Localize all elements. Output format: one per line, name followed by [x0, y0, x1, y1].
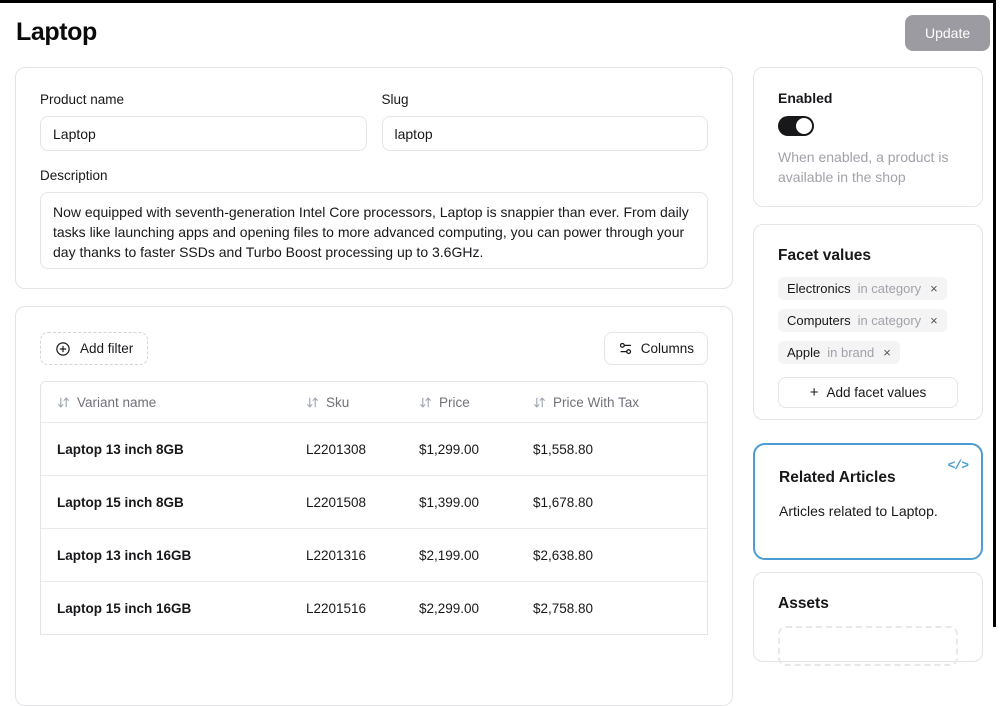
columns-button[interactable]: Columns: [603, 332, 708, 365]
remove-chip-icon[interactable]: ×: [930, 313, 938, 328]
description-label: Description: [40, 168, 108, 183]
sku-cell: L2201308: [306, 441, 367, 457]
variants-card: Add filter Columns Variant name: [15, 306, 733, 706]
assets-card: Assets: [753, 572, 983, 666]
facet-chip: Computers in category ×: [778, 309, 947, 332]
sku-cell: L2201316: [306, 547, 367, 563]
plus-circle-icon: [55, 341, 71, 357]
related-articles-title: Related Articles: [779, 469, 896, 486]
price-with-tax-cell: $2,638.80: [533, 547, 594, 563]
sort-header-price[interactable]: Price: [403, 382, 517, 422]
sort-header-price-with-tax[interactable]: Price With Tax: [517, 382, 707, 422]
variant-name-cell: Laptop 15 inch 16GB: [57, 600, 192, 616]
add-facet-values-button[interactable]: + Add facet values: [778, 377, 958, 408]
update-button[interactable]: Update: [905, 15, 991, 51]
table-row[interactable]: Laptop 13 inch 16GB L2201316 $2,199.00 $…: [41, 528, 707, 581]
sort-arrows-icon: [57, 396, 70, 409]
price-cell: $2,199.00: [419, 547, 480, 563]
sort-arrows-icon: [306, 396, 319, 409]
add-filter-label: Add filter: [80, 341, 134, 356]
toggle-knob: [796, 118, 812, 134]
price-with-tax-cell: $2,758.80: [533, 600, 594, 616]
variants-table: Variant name Sku Price Price With Tax: [40, 381, 708, 635]
facet-values-card: Facet values Electronics in category × C…: [753, 224, 983, 420]
slug-input[interactable]: [381, 116, 708, 151]
columns-label: Columns: [640, 341, 694, 356]
facet-values-title: Facet values: [778, 247, 872, 264]
remove-chip-icon[interactable]: ×: [930, 281, 938, 296]
code-block-icon[interactable]: </>: [947, 458, 969, 473]
sort-header-sku[interactable]: Sku: [290, 382, 403, 422]
price-cell: $2,299.00: [419, 600, 480, 616]
product-details-card: Product name Slug Description Now equipp…: [15, 67, 733, 289]
variant-name-cell: Laptop 15 inch 8GB: [57, 494, 184, 510]
sku-cell: L2201508: [306, 494, 367, 510]
related-articles-card: </> Related Articles Articles related to…: [753, 443, 983, 560]
window-frame-top: [0, 0, 994, 3]
variants-table-header-row: Variant name Sku Price Price With Tax: [41, 382, 707, 422]
add-filter-button[interactable]: Add filter: [40, 332, 149, 365]
page-title: Laptop: [16, 18, 97, 46]
window-frame-right: [993, 0, 996, 627]
price-with-tax-cell: $1,678.80: [533, 494, 594, 510]
related-articles-description: Articles related to Laptop.: [779, 503, 938, 519]
table-row[interactable]: Laptop 13 inch 8GB L2201308 $1,299.00 $1…: [41, 422, 707, 475]
assets-title: Assets: [778, 595, 829, 612]
sort-header-variant-name[interactable]: Variant name: [41, 382, 290, 422]
enabled-help-text: When enabled, a product is available in …: [778, 149, 949, 185]
sort-arrows-icon: [533, 396, 546, 409]
price-with-tax-cell: $1,558.80: [533, 441, 594, 457]
facet-chip: Apple in brand ×: [778, 341, 900, 364]
enabled-card: Enabled When enabled, a product is avail…: [753, 67, 983, 207]
price-cell: $1,399.00: [419, 494, 480, 510]
remove-chip-icon[interactable]: ×: [883, 345, 891, 360]
enabled-label: Enabled: [778, 90, 833, 106]
variant-name-cell: Laptop 13 inch 16GB: [57, 547, 192, 563]
sku-cell: L2201516: [306, 600, 367, 616]
table-row[interactable]: Laptop 15 inch 8GB L2201508 $1,399.00 $1…: [41, 475, 707, 528]
assets-dropzone[interactable]: [778, 626, 958, 666]
sort-arrows-icon: [419, 396, 432, 409]
enabled-toggle[interactable]: [778, 116, 814, 136]
price-cell: $1,299.00: [419, 441, 480, 457]
slug-label: Slug: [381, 92, 409, 107]
table-row[interactable]: Laptop 15 inch 16GB L2201516 $2,299.00 $…: [41, 581, 707, 634]
column-settings-icon: [618, 341, 633, 356]
facet-chip-list: Electronics in category × Computers in c…: [778, 277, 958, 364]
product-name-label: Product name: [40, 92, 125, 107]
plus-icon: +: [809, 384, 819, 401]
product-name-input[interactable]: [40, 116, 367, 151]
add-facet-values-label: Add facet values: [826, 385, 927, 400]
facet-chip: Electronics in category ×: [778, 277, 947, 300]
variant-name-cell: Laptop 13 inch 8GB: [57, 441, 184, 457]
description-textarea[interactable]: Now equipped with seventh-generation Int…: [40, 192, 708, 269]
